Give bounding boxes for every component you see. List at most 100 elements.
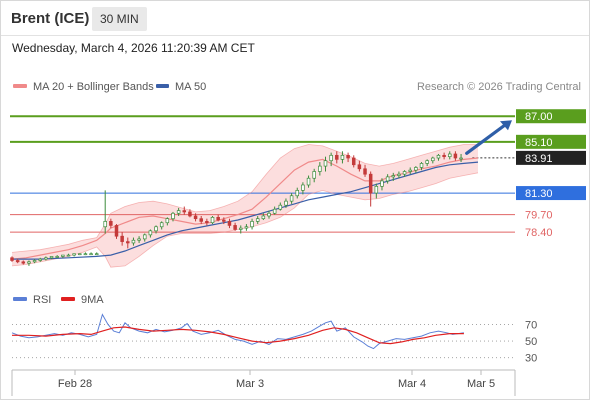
price-panel: 87.00 85.10 83.91 81.30 79.70 78.40: [10, 109, 586, 268]
candle-body-55: [323, 160, 328, 167]
candle-body-77: [448, 153, 452, 158]
forecast-arrow-head: [500, 120, 512, 131]
time-tick-label-1: Mar 3: [236, 378, 264, 390]
credit-text: Research © 2026 Trading Central: [417, 81, 581, 93]
candle-body-0: [10, 257, 14, 261]
candle-body-75: [436, 154, 441, 159]
last-level-label-2: 83.91: [525, 153, 553, 165]
bollinger-upper-line: [11, 144, 478, 253]
support-level-label-5: 78.40: [525, 227, 553, 239]
candle-body-5: [38, 258, 42, 261]
candle-body-51: [301, 184, 305, 191]
forecast-arrow-shaft: [465, 122, 508, 155]
candle-body-39: [233, 225, 237, 230]
candle-body-40: [239, 227, 243, 230]
rsi-legend: RSI 9MA: [13, 294, 104, 306]
candle-body-7: [49, 256, 54, 259]
time-axis: Feb 28 Mar 3 Mar 4 Mar 5: [11, 369, 516, 396]
time-tick-label-0: Feb 28: [58, 378, 92, 390]
candle-body-43: [255, 218, 260, 222]
candle-body-57: [335, 154, 339, 160]
timestamp: Wednesday, March 4, 2026 11:20:39 AM CET: [12, 41, 255, 55]
candle-body-49: [289, 195, 294, 202]
rsi-legend-label: RSI: [33, 294, 51, 306]
candle-body-30: [182, 210, 187, 213]
candle-body-73: [425, 160, 429, 164]
time-tick-label-2: Mar 4: [398, 378, 426, 390]
resistance-level-label-1: 85.10: [525, 137, 553, 149]
candle-body-27: [165, 218, 170, 224]
resistance-level-label-bg-1: [516, 134, 586, 149]
resistance-level-label-bg-0: [516, 109, 586, 124]
candle-body-15: [94, 253, 99, 256]
candle-body-16: [103, 221, 107, 228]
pivot-level-label-bg-3: [516, 186, 586, 201]
candle-body-14: [89, 253, 93, 256]
bollinger-band-fill: [12, 144, 478, 268]
bollinger-lower-line: [11, 172, 479, 268]
candle-body-52: [306, 177, 311, 186]
candle-body-69: [402, 171, 407, 175]
candle-body-35: [210, 216, 215, 224]
rsi-legend-swatch: [13, 297, 27, 301]
rsi-ma-legend-swatch: [61, 297, 75, 301]
candle-body-38: [227, 221, 232, 226]
candle-body-2: [21, 261, 26, 264]
candle-body-36: [216, 216, 220, 221]
candle-body-72: [419, 163, 424, 168]
candle-body-32: [193, 215, 198, 220]
candle-body-25: [154, 226, 158, 232]
candle-body-28: [171, 212, 175, 220]
candle-body-31: [188, 211, 192, 217]
rsi-ma-legend-label: 9MA: [81, 294, 104, 306]
rsi-tick-label-1: 50: [525, 336, 537, 348]
candle-body-61: [357, 164, 362, 170]
instrument-title: Brent (ICE): [11, 10, 90, 27]
pivot-level-label-3: 81.30: [525, 188, 553, 200]
price-legend: MA 20 + Bollinger Bands MA 50 Research ©…: [13, 81, 581, 93]
rsi-line: [11, 313, 464, 350]
candle-body-79: [459, 157, 463, 160]
interval-selector[interactable]: 30 MIN: [92, 7, 147, 31]
candle-body-46: [272, 208, 277, 214]
candle-body-65: [380, 180, 384, 187]
candle-body-37: [222, 219, 226, 222]
ma50-legend-label: MA 50: [175, 81, 206, 93]
candle-body-64: [374, 185, 379, 194]
candle-body-68: [397, 173, 401, 176]
candle-body-76: [442, 154, 446, 158]
support-level-label-4: 79.70: [525, 210, 553, 222]
candle-body-26: [159, 222, 164, 228]
candle-body-44: [261, 215, 266, 220]
candle-body-34: [205, 221, 209, 224]
candle-body-45: [267, 212, 271, 217]
candle-body-3: [27, 261, 31, 264]
rsi-tick-label-0: 70: [525, 319, 537, 331]
candle-body-53: [312, 171, 316, 179]
candle-body-63: [368, 173, 373, 194]
rsi-ma-line: [12, 326, 464, 345]
header-bar: Brent (ICE) 30 MIN: [1, 1, 589, 36]
rsi-tick-label-2: 30: [525, 353, 537, 365]
candle-body-59: [346, 154, 350, 159]
candle-body-10: [66, 254, 71, 257]
candle-body-1: [15, 260, 20, 263]
ma50-line: [12, 161, 479, 260]
candle-body-19: [120, 235, 124, 242]
candle-body-21: [131, 239, 136, 244]
candle-body-47: [278, 204, 283, 210]
candle-body-50: [295, 190, 299, 197]
candle-body-67: [391, 175, 396, 178]
candle-body-13: [83, 253, 88, 256]
ma50-legend-swatch: [156, 84, 169, 88]
candle-body-71: [414, 167, 418, 171]
candle-body-20: [126, 241, 130, 244]
bollinger-legend-swatch: [13, 84, 27, 88]
candle-body-42: [250, 221, 254, 228]
candle-body-78: [453, 153, 458, 159]
rsi-panel: 70 50 30: [11, 313, 537, 365]
candle-body-29: [176, 210, 181, 214]
candle-body-22: [137, 238, 141, 241]
candle-body-12: [78, 253, 82, 256]
